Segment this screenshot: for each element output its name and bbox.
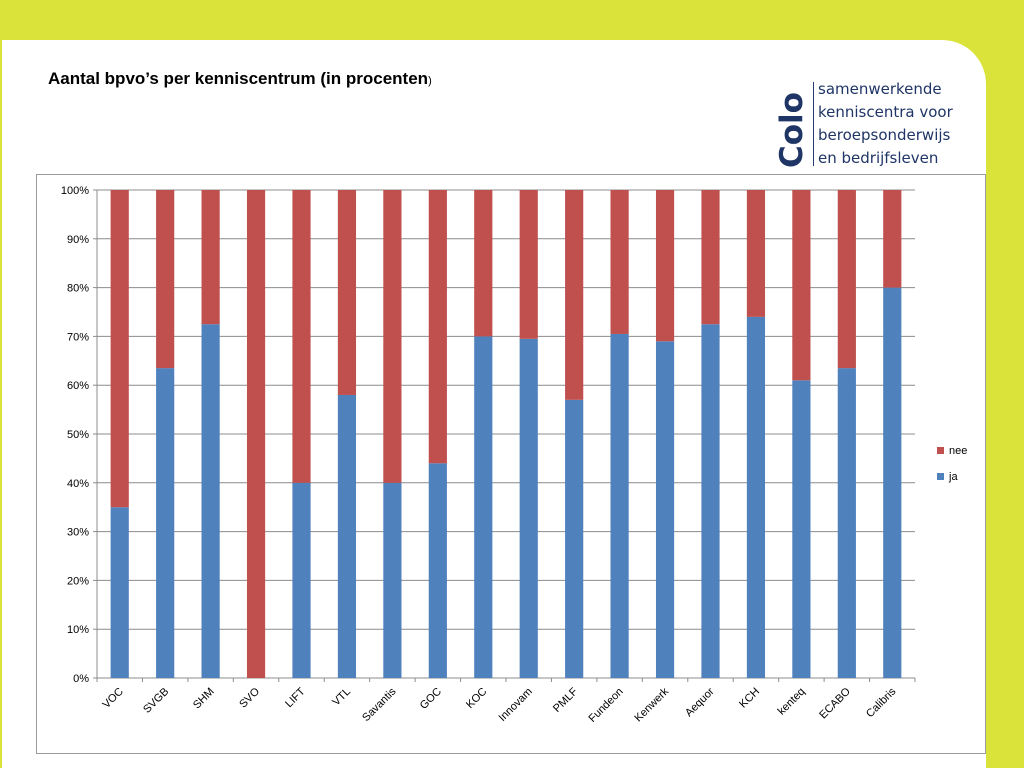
colo-logo: Colo samenwerkende kenniscentra voor ber… [778, 78, 953, 173]
bar-nee [246, 190, 266, 678]
logo-tagline: samenwerkende kenniscentra voor beroepso… [818, 78, 953, 170]
bar-nee [156, 190, 175, 369]
colo-logo-text: Colo [778, 92, 806, 168]
bar-nee [746, 190, 766, 317]
x-tick-label: KCH [737, 686, 762, 711]
y-tick-label: 90% [67, 234, 89, 246]
x-tick-label: KOC [464, 686, 489, 711]
bar-ja [610, 333, 629, 678]
y-tick-label: 100% [61, 185, 89, 197]
bar-ja [474, 336, 493, 678]
legend-swatch-nee [937, 447, 944, 454]
chart-frame: 0% 10% 20% 30% 40% 50% 60% 70% 80% 90% 100% VOC SVGB… [36, 174, 986, 754]
x-tick-label: Kenwerk [632, 685, 671, 724]
bar-ja [110, 507, 129, 678]
bar-ja [746, 316, 766, 678]
y-tick-label: 10% [67, 624, 89, 636]
bar-ja [201, 324, 220, 678]
bar-nee [883, 190, 902, 288]
logo-line-1: samenwerkende [818, 80, 942, 98]
bar-nee [383, 190, 402, 483]
bar-nee [837, 190, 856, 369]
x-tick-label: ECABO [817, 685, 853, 721]
logo-line-2: kenniscentra voor [818, 103, 953, 121]
x-tick-label: Fundeon [587, 686, 626, 725]
x-tick-label: Savantis [360, 685, 399, 724]
bar-ja [792, 380, 811, 678]
y-tick-label: 20% [67, 575, 89, 587]
x-tick-label: SVO [237, 685, 262, 710]
bar-ja [428, 463, 447, 678]
x-tick-label: SHM [191, 686, 217, 712]
bar-ja [837, 368, 856, 678]
bar-ja [292, 482, 311, 678]
bar-ja [655, 341, 675, 678]
y-tick-label: 0% [73, 673, 89, 685]
logo-divider [813, 82, 814, 166]
title-closing-paren: ) [428, 75, 432, 87]
bar-ja [383, 482, 402, 678]
bar-ja [156, 368, 175, 678]
bar-nee [474, 190, 493, 337]
title-text: Aantal bpvo’s per kenniscentrum (in proc… [48, 69, 429, 88]
x-tick-label: GOC [418, 686, 444, 712]
legend-swatch-ja [937, 473, 944, 480]
page-title: Aantal bpvo’s per kenniscentrum (in proc… [48, 69, 432, 89]
stacked-bar-chart: 0% 10% 20% 30% 40% 50% 60% 70% 80% 90% 100% VOC SVGB… [61, 185, 968, 725]
bar-nee [428, 190, 447, 464]
y-tick-label: 30% [67, 527, 89, 539]
bar-nee [110, 190, 129, 508]
bar-nee [792, 190, 811, 381]
bar-nee [610, 190, 629, 334]
bar-ja [519, 338, 538, 678]
bar-nee [655, 190, 675, 342]
bar-nee [337, 190, 357, 395]
x-tick-label: PMLF [551, 685, 580, 714]
x-tick-label: Aequor [683, 685, 717, 719]
y-tick-label: 40% [67, 478, 89, 490]
colo-logo-mark: Colo [778, 92, 806, 168]
y-tick-label: 50% [67, 429, 89, 441]
bar-nee [519, 190, 538, 339]
logo-line-3: beroepsonderwijs [818, 126, 951, 144]
y-tick-label: 80% [67, 283, 89, 295]
bar-ja [883, 287, 902, 678]
bar-nee [201, 190, 220, 325]
y-tick-label: 60% [67, 380, 89, 392]
x-tick-label: VOC [100, 686, 125, 711]
bar-ja [337, 394, 357, 678]
x-tick-label: Innovam [497, 686, 535, 724]
bar-ja [701, 324, 720, 678]
y-tick-label: 70% [67, 331, 89, 343]
bar-nee [565, 190, 584, 400]
bar-ja [565, 399, 584, 678]
legend-label-ja: ja [948, 471, 958, 483]
legend-label-nee: nee [949, 445, 967, 457]
x-tick-label: Calibris [864, 685, 899, 720]
x-tick-label: SVGB [141, 686, 171, 716]
bar-nee [292, 190, 311, 483]
x-tick-label: kenteq [776, 686, 808, 718]
x-tick-label: VTL [330, 686, 353, 709]
bar-nee [701, 190, 720, 325]
x-tick-label: LIFT [283, 685, 308, 710]
logo-line-4: en bedrijfsleven [818, 149, 939, 167]
